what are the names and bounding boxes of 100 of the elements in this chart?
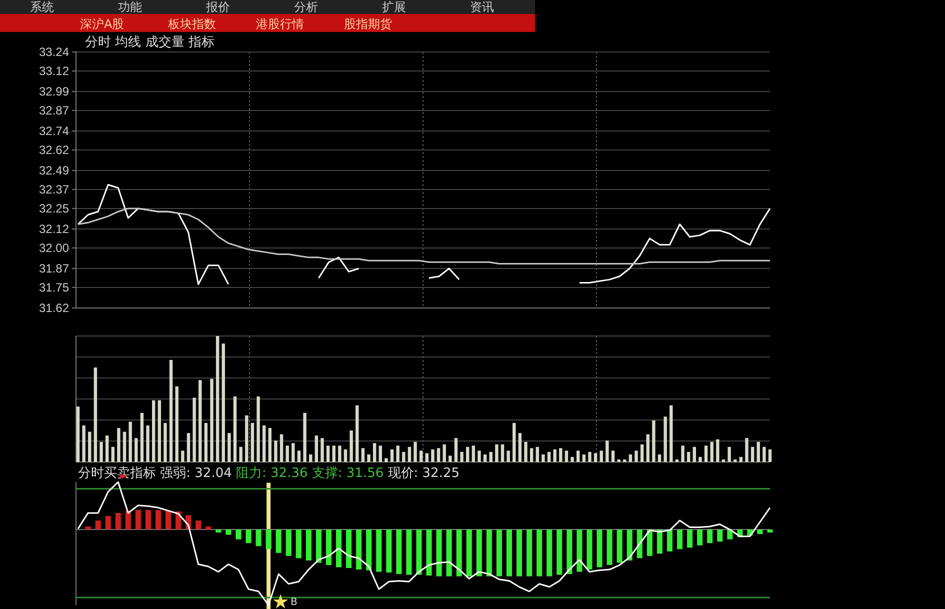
bar — [356, 405, 359, 462]
bar — [722, 459, 726, 462]
bar — [636, 530, 642, 558]
bar — [425, 453, 429, 462]
bar — [516, 530, 522, 576]
bar — [606, 440, 609, 462]
bar — [372, 443, 376, 462]
text: 强弱: 32.04 — [160, 466, 236, 481]
bar — [408, 446, 412, 462]
bar — [306, 530, 312, 560]
text: 系统 — [30, 0, 54, 14]
bar — [506, 450, 510, 462]
bar — [222, 344, 225, 462]
bar — [233, 396, 237, 462]
bar — [296, 530, 302, 558]
bar — [256, 396, 260, 462]
bar — [336, 530, 342, 568]
bar — [670, 405, 673, 462]
bar — [640, 444, 644, 462]
bar — [646, 434, 650, 462]
bar — [250, 422, 254, 462]
bar — [76, 406, 80, 462]
bar — [734, 459, 737, 462]
bar — [181, 450, 184, 462]
bar — [646, 530, 652, 556]
bar — [594, 453, 598, 462]
bar — [656, 530, 662, 554]
bar — [436, 530, 442, 576]
bar — [228, 433, 231, 462]
bar — [739, 456, 743, 462]
bar — [526, 530, 532, 576]
bar — [698, 456, 702, 462]
bar — [495, 444, 498, 462]
bar — [466, 530, 472, 576]
bar — [210, 378, 214, 462]
bar — [524, 442, 528, 462]
bar — [367, 454, 370, 462]
bar — [140, 412, 144, 462]
bar — [286, 446, 289, 462]
bar — [728, 446, 731, 462]
bar — [117, 428, 120, 462]
text: 分析 — [294, 0, 318, 14]
y-tick-label: 31.87 — [38, 261, 70, 276]
text: 股指期货 — [344, 17, 392, 31]
bar — [326, 446, 330, 462]
bar — [676, 530, 682, 550]
bar — [134, 438, 138, 462]
bar — [346, 530, 352, 568]
bar — [344, 449, 348, 462]
bar — [274, 440, 278, 462]
bar — [416, 530, 422, 575]
bar — [276, 530, 282, 553]
bar — [566, 530, 572, 574]
bar — [768, 449, 772, 462]
bar — [756, 442, 760, 462]
bar — [366, 530, 372, 570]
bar — [436, 448, 440, 462]
bar — [128, 422, 132, 462]
bar — [155, 510, 161, 530]
bar — [266, 530, 272, 550]
bar — [553, 449, 556, 462]
text: 报价 — [205, 0, 230, 14]
bar — [350, 430, 353, 462]
bar — [286, 530, 292, 556]
bar — [414, 442, 417, 462]
bar — [186, 433, 190, 462]
bar — [658, 454, 662, 462]
bar — [356, 530, 362, 570]
bar — [338, 446, 342, 462]
bar — [588, 452, 592, 462]
chart-title: 分时 均线 成交量 指标 — [85, 34, 214, 50]
y-tick-label: 32.00 — [38, 240, 70, 255]
bar — [158, 400, 162, 462]
bar — [85, 526, 91, 530]
bar — [236, 530, 242, 540]
bar — [239, 446, 242, 462]
y-tick-label: 32.74 — [38, 124, 70, 138]
bar — [446, 530, 452, 576]
bar — [326, 530, 332, 566]
bar — [626, 530, 632, 560]
bar — [122, 432, 126, 462]
bar — [546, 530, 552, 576]
bar — [666, 530, 672, 552]
bar — [115, 512, 121, 530]
bar — [245, 415, 248, 462]
bar — [556, 530, 562, 575]
bar — [204, 422, 208, 462]
line-series — [77, 208, 771, 265]
bar — [675, 459, 679, 462]
y-tick-label: 32.49 — [38, 163, 70, 178]
bar — [105, 516, 111, 530]
bar — [125, 510, 131, 530]
bar — [617, 459, 620, 462]
bar — [745, 438, 748, 462]
bar — [376, 530, 382, 572]
bar — [280, 434, 284, 462]
bar — [196, 520, 202, 530]
y-tick-label: 31.75 — [38, 280, 70, 294]
bar — [361, 448, 365, 462]
bar — [547, 452, 551, 462]
